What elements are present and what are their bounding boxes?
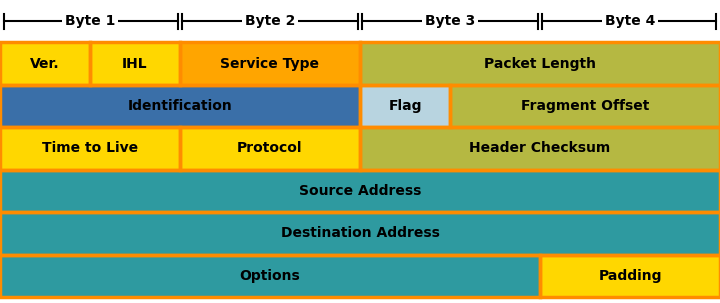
Text: Byte 3: Byte 3	[425, 14, 475, 28]
Bar	[0, 127, 180, 170]
Text: Service Type: Service Type	[220, 57, 320, 71]
Text: Byte 2: Byte 2	[245, 14, 295, 28]
Bar	[0, 170, 720, 212]
Bar	[0, 42, 90, 85]
Bar	[450, 85, 720, 127]
Bar	[360, 127, 720, 170]
Bar	[0, 85, 360, 127]
Bar	[0, 127, 180, 170]
Bar	[0, 255, 540, 297]
Bar	[450, 85, 720, 127]
Bar	[90, 42, 180, 85]
Bar	[180, 42, 360, 85]
Bar	[0, 212, 720, 255]
Text: Ver.: Ver.	[30, 57, 60, 71]
Text: Options: Options	[240, 269, 300, 283]
Bar	[0, 255, 540, 297]
Bar	[0, 212, 720, 255]
Bar	[360, 85, 450, 127]
Text: Flag: Flag	[388, 99, 422, 113]
Bar	[0, 42, 90, 85]
Text: Packet Length: Packet Length	[484, 57, 596, 71]
Text: IHL: IHL	[122, 57, 148, 71]
Bar	[360, 85, 450, 127]
Text: Byte 1: Byte 1	[65, 14, 115, 28]
Text: Header Checksum: Header Checksum	[469, 142, 611, 155]
Text: Time to Live: Time to Live	[42, 142, 138, 155]
Bar	[360, 42, 720, 85]
Bar	[180, 127, 360, 170]
Bar	[360, 127, 720, 170]
Text: Fragment Offset: Fragment Offset	[521, 99, 649, 113]
Text: Byte 4: Byte 4	[605, 14, 655, 28]
Text: Padding: Padding	[598, 269, 662, 283]
Bar	[360, 42, 720, 85]
Bar	[0, 170, 720, 212]
Bar	[540, 255, 720, 297]
Text: Protocol: Protocol	[238, 142, 302, 155]
Text: Source Address: Source Address	[299, 184, 421, 198]
Bar	[0, 85, 360, 127]
Text: Destination Address: Destination Address	[281, 226, 439, 240]
Bar	[180, 42, 360, 85]
Bar	[540, 255, 720, 297]
Bar	[180, 127, 360, 170]
Text: Identification: Identification	[127, 99, 233, 113]
Bar	[90, 42, 180, 85]
